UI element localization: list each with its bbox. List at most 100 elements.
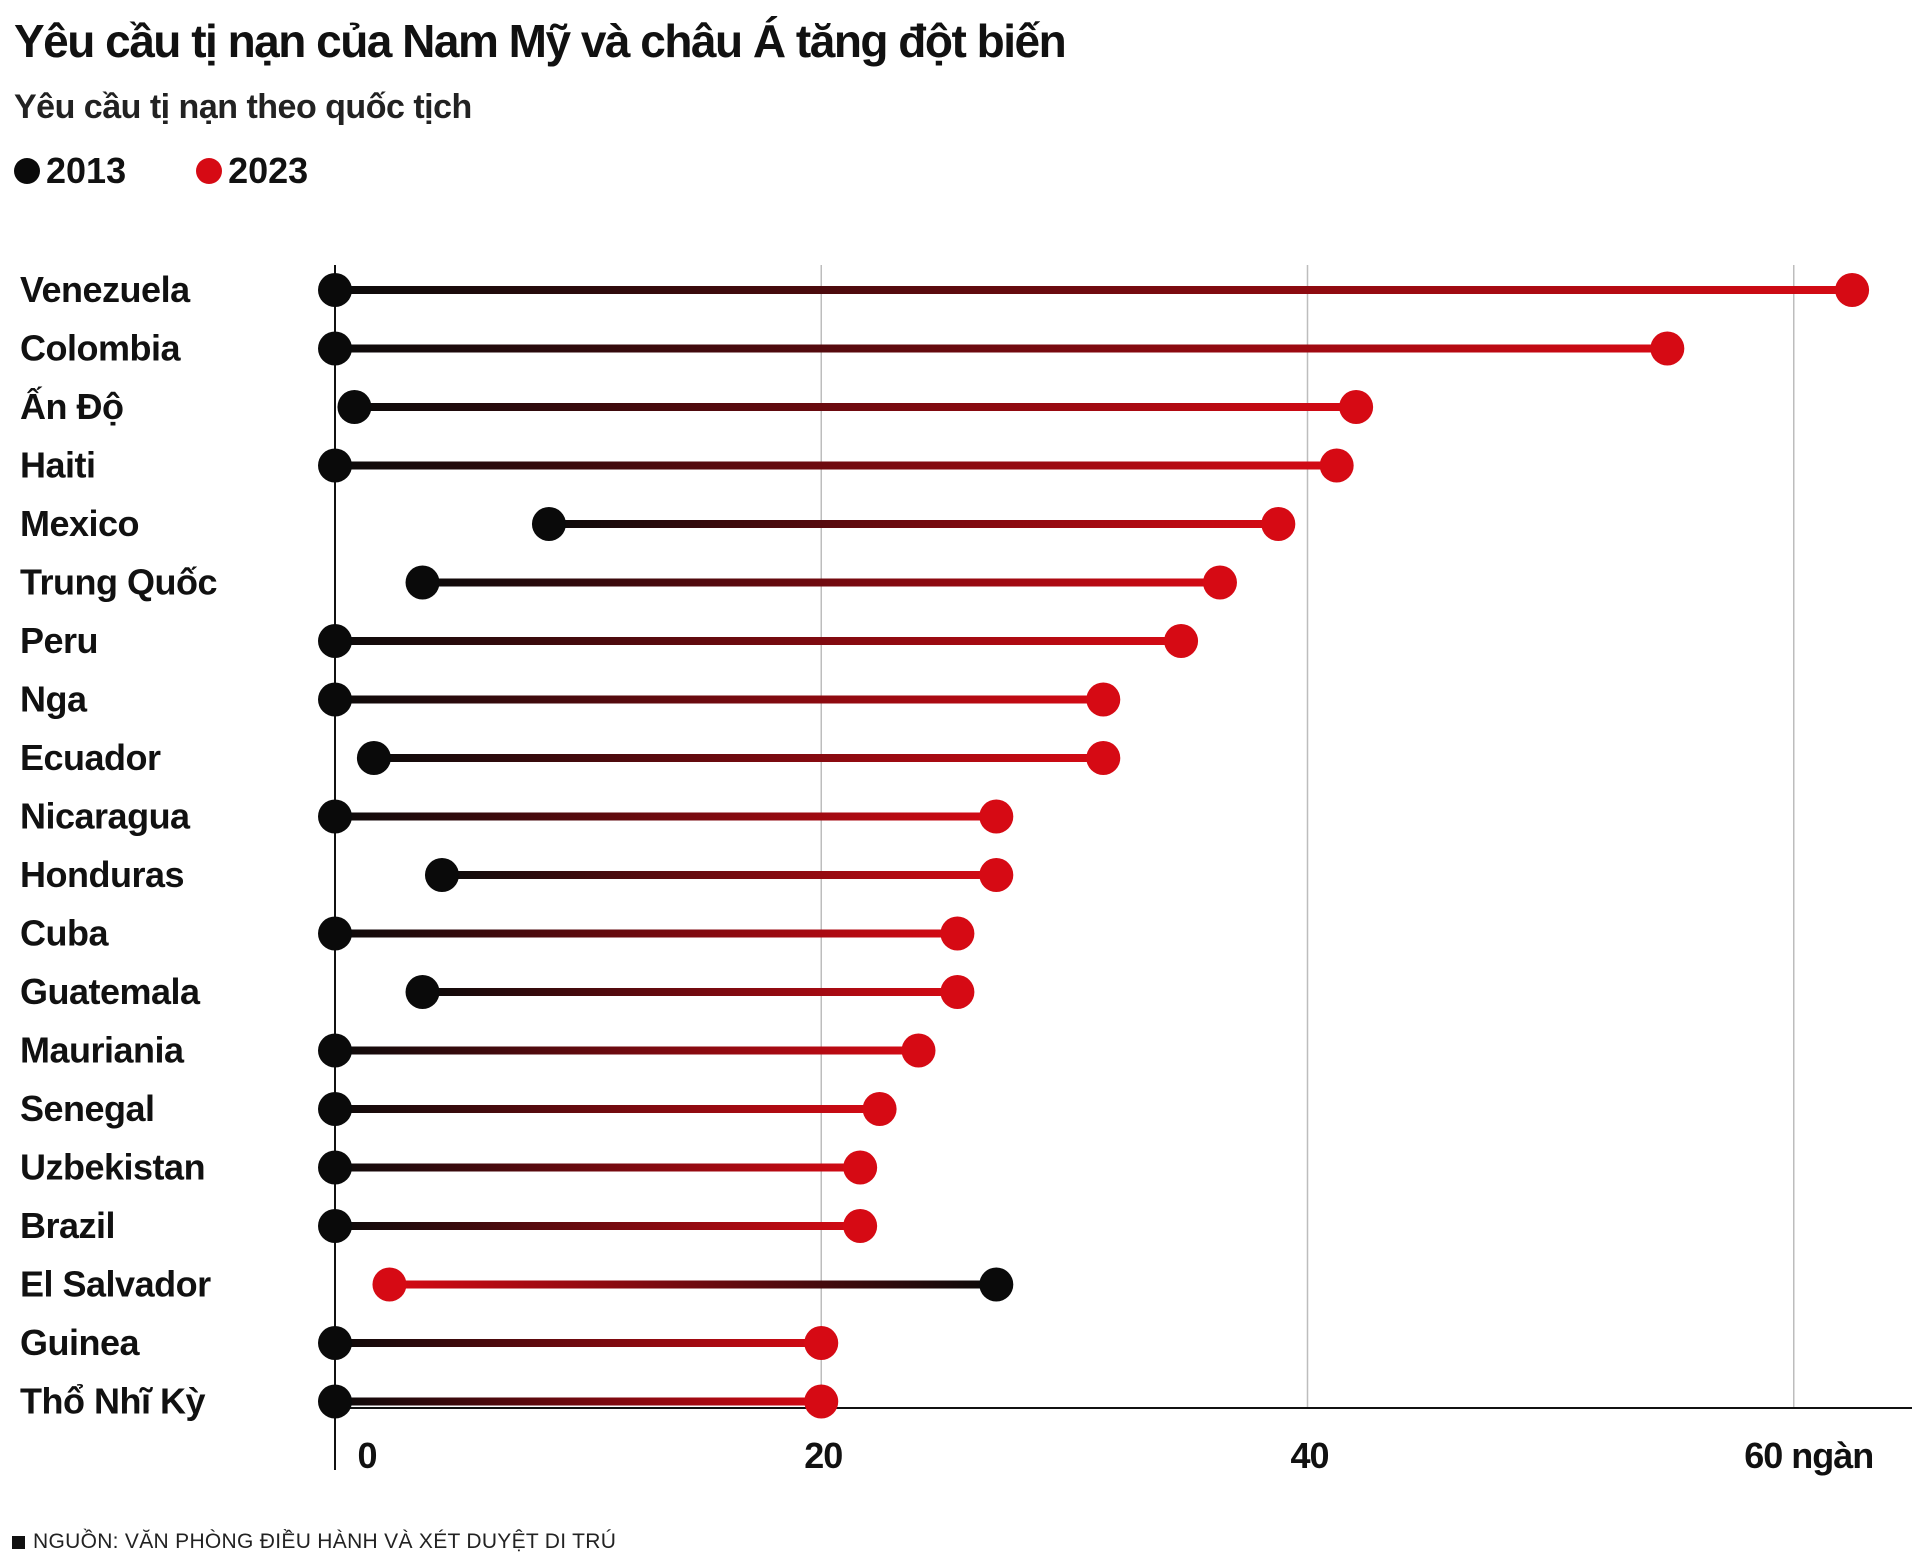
category-label-11: Cuba xyxy=(20,913,109,954)
category-label-12: Guatemala xyxy=(20,971,201,1012)
point-2023-3 xyxy=(1319,448,1354,483)
category-label-17: El Salvador xyxy=(20,1264,211,1305)
point-2013-1 xyxy=(318,331,352,366)
point-2013-19 xyxy=(318,1384,352,1419)
category-label-16: Brazil xyxy=(20,1205,115,1246)
category-label-0: Venezuela xyxy=(20,269,191,310)
point-2013-10 xyxy=(424,858,459,892)
category-label-2: Ấn Độ xyxy=(20,386,123,427)
point-2023-15 xyxy=(843,1150,878,1185)
row-17: El Salvador xyxy=(20,1264,1014,1305)
row-2: Ấn Độ xyxy=(20,386,1374,427)
point-2023-2 xyxy=(1339,390,1374,424)
point-2013-7 xyxy=(318,682,352,717)
point-2013-14 xyxy=(318,1092,352,1126)
row-11: Cuba xyxy=(20,913,975,954)
source-text: NGUỒN: VĂN PHÒNG ĐIỀU HÀNH VÀ XÉT DUYỆT … xyxy=(33,1530,617,1553)
point-2013-13 xyxy=(318,1033,352,1068)
point-2013-17 xyxy=(979,1267,1014,1302)
point-2023-13 xyxy=(901,1033,936,1068)
row-6: Peru xyxy=(20,620,1199,661)
category-label-7: Nga xyxy=(20,679,88,720)
axis-layer xyxy=(334,265,1912,1470)
category-label-18: Guinea xyxy=(20,1322,141,1363)
row-9: Nicaragua xyxy=(20,796,1014,837)
point-2013-3 xyxy=(318,448,352,483)
category-label-15: Uzbekistan xyxy=(20,1147,205,1188)
category-label-8: Ecuador xyxy=(20,737,161,778)
category-label-1: Colombia xyxy=(20,328,181,369)
rows-layer: Venezuela Colombia Ấn Độ Haiti Mexico Trung Q… xyxy=(20,269,1870,1422)
category-label-10: Honduras xyxy=(20,854,184,895)
row-3: Haiti xyxy=(20,445,1354,486)
row-12: Guatemala xyxy=(20,971,975,1012)
point-2023-18 xyxy=(804,1326,839,1360)
row-5: Trung Quốc xyxy=(20,562,1237,603)
legend-item-2023: 2023 xyxy=(196,150,308,192)
point-2013-0 xyxy=(318,273,352,307)
row-0: Venezuela xyxy=(20,269,1870,310)
category-label-13: Mauriania xyxy=(20,1030,185,1071)
point-2023-5 xyxy=(1202,565,1237,600)
row-4: Mexico xyxy=(20,503,1296,544)
chart-title: Yêu cầu tị nạn của Nam Mỹ và châu Á tăng… xyxy=(14,15,1067,67)
point-2023-14 xyxy=(862,1092,897,1126)
point-2023-19 xyxy=(804,1384,839,1419)
point-2013-15 xyxy=(318,1150,352,1185)
row-19: Thổ Nhĩ Kỳ xyxy=(20,1381,839,1422)
point-2013-11 xyxy=(318,916,352,951)
category-label-19: Thổ Nhĩ Kỳ xyxy=(20,1381,205,1422)
point-2013-9 xyxy=(318,799,352,834)
x-tick-label-2: 40 xyxy=(1290,1435,1328,1476)
point-2013-8 xyxy=(356,741,391,775)
source-note: NGUỒN: VĂN PHÒNG ĐIỀU HÀNH VÀ XÉT DUYỆT … xyxy=(12,1530,616,1554)
row-18: Guinea xyxy=(20,1322,839,1363)
source-square-icon xyxy=(12,1535,25,1549)
point-2013-4 xyxy=(531,507,566,541)
row-1: Colombia xyxy=(20,328,1685,369)
category-label-4: Mexico xyxy=(20,503,139,544)
point-2023-0 xyxy=(1835,273,1870,307)
x-tick-label-0: 0 xyxy=(357,1435,376,1476)
point-2023-1 xyxy=(1650,331,1685,366)
legend-dot-2023-icon xyxy=(196,158,223,184)
row-16: Brazil xyxy=(20,1205,878,1246)
point-2013-6 xyxy=(318,624,352,658)
legend: 2013 2023 xyxy=(14,150,378,192)
row-7: Nga xyxy=(20,679,1121,720)
category-label-9: Nicaragua xyxy=(20,796,191,837)
row-10: Honduras xyxy=(20,854,1014,895)
point-2013-16 xyxy=(318,1209,352,1243)
point-2023-11 xyxy=(940,916,975,951)
row-13: Mauriania xyxy=(20,1030,936,1071)
category-label-14: Senegal xyxy=(20,1088,155,1129)
row-15: Uzbekistan xyxy=(20,1147,878,1188)
point-2013-2 xyxy=(337,390,372,424)
row-14: Senegal xyxy=(20,1088,897,1129)
grid-layer xyxy=(820,265,1795,1408)
point-2013-12 xyxy=(405,975,440,1009)
tick-layer: 0 20 40 60 ngàn xyxy=(357,1435,1874,1476)
category-label-6: Peru xyxy=(20,620,98,661)
legend-item-2013: 2013 xyxy=(14,150,126,192)
point-2013-18 xyxy=(318,1326,352,1360)
legend-label-2013: 2013 xyxy=(46,150,127,191)
category-label-5: Trung Quốc xyxy=(20,562,217,603)
point-2023-16 xyxy=(843,1209,878,1243)
category-label-3: Haiti xyxy=(20,445,96,486)
point-2023-9 xyxy=(979,799,1014,834)
legend-label-2023: 2023 xyxy=(228,150,309,191)
chart-subtitle: Yêu cầu tị nạn theo quốc tịch xyxy=(14,88,472,126)
legend-dot-2013-icon xyxy=(14,158,40,184)
point-2023-10 xyxy=(979,858,1014,892)
point-2023-4 xyxy=(1261,507,1296,541)
point-2013-5 xyxy=(405,565,440,600)
x-tick-label-3: 60 ngàn xyxy=(1744,1435,1873,1476)
point-2023-12 xyxy=(940,975,975,1009)
x-tick-label-1: 20 xyxy=(804,1435,842,1476)
point-2023-6 xyxy=(1164,624,1199,658)
point-2023-7 xyxy=(1086,682,1121,717)
point-2023-8 xyxy=(1086,741,1121,775)
point-2023-17 xyxy=(372,1267,407,1302)
